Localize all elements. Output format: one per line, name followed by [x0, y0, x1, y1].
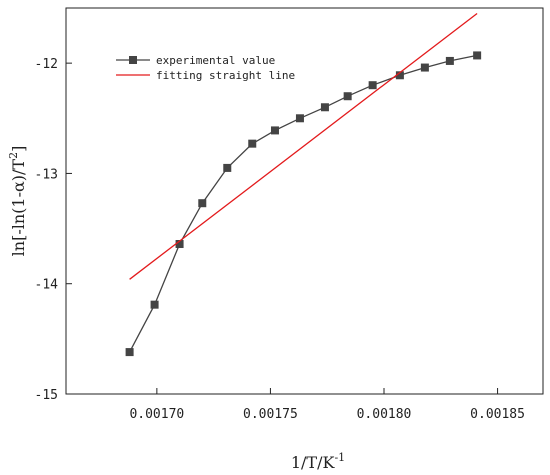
data-point [150, 300, 159, 309]
legend: experimental value fitting straight line [116, 54, 295, 82]
data-point [368, 81, 377, 90]
x-tick-label: 0.00180 [357, 407, 412, 422]
data-point [445, 56, 454, 65]
data-point [395, 71, 404, 80]
data-point [248, 139, 257, 148]
legend-label-experimental: experimental value [156, 54, 275, 67]
data-point [198, 199, 207, 208]
data-point [473, 51, 482, 60]
plot-frame [65, 7, 544, 395]
series-layer [125, 12, 482, 357]
y-tick-label: -13 [35, 167, 58, 182]
y-tick-label: -12 [35, 57, 58, 72]
y-axis-title-text: ln[-ln(1-α)/T [9, 159, 28, 257]
legend-marker-experimental [129, 56, 137, 64]
y-axis-ticks: -12 -13 -14 -15 [35, 57, 72, 403]
x-axis-title-text: 1/T/K [291, 453, 336, 472]
x-axis-title-sup: -1 [334, 451, 345, 464]
data-point [223, 163, 232, 172]
data-point [125, 348, 134, 357]
data-point [270, 126, 279, 135]
y-axis-title: ln[-ln(1-α)/T2] [7, 146, 28, 257]
fitting-line [129, 12, 478, 280]
y-tick-label: -15 [35, 388, 58, 403]
x-tick-label: 0.00175 [243, 407, 298, 422]
data-point [175, 240, 184, 249]
x-tick-label: 0.00170 [129, 407, 184, 422]
data-point [420, 63, 429, 72]
legend-label-fit: fitting straight line [156, 69, 295, 82]
y-axis-title-end: ] [9, 146, 28, 152]
data-point [295, 114, 304, 123]
data-point [320, 103, 329, 112]
y-axis-title-sup: 2 [7, 152, 20, 159]
experimental-series-line [129, 54, 478, 353]
x-tick-label: 0.00185 [470, 407, 525, 422]
y-tick-label: -14 [35, 278, 59, 293]
x-axis-ticks: 0.00170 0.00175 0.00180 0.00185 [129, 388, 525, 422]
x-axis-title: 1/T/K-1 [291, 451, 345, 472]
data-point [343, 92, 352, 101]
